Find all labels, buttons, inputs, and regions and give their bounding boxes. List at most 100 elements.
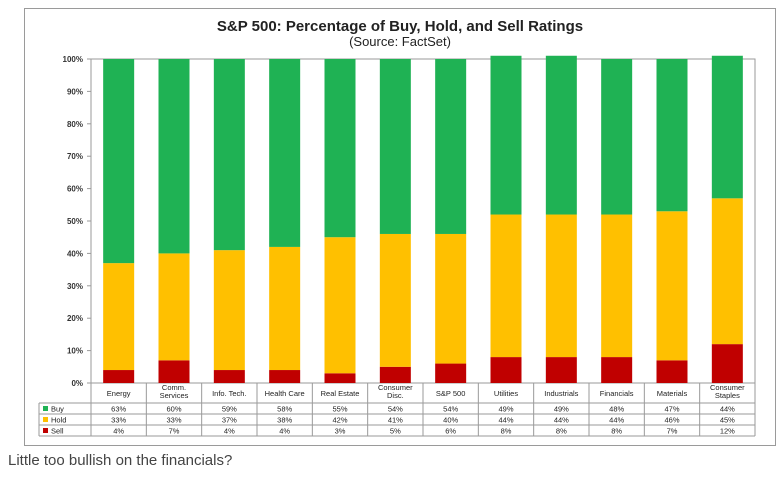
y-tick-label: 10% — [67, 347, 83, 356]
bar-buy — [324, 59, 356, 238]
x-category-label-line: Staples — [715, 391, 740, 400]
data-label-buy: 55% — [332, 405, 347, 414]
x-category-label: Real Estate — [321, 389, 360, 398]
bar-buy — [656, 59, 688, 212]
data-label-buy: 60% — [166, 405, 181, 414]
x-category-label-line: Consumer — [710, 383, 745, 392]
data-label-buy: 63% — [111, 405, 126, 414]
legend-swatch-buy — [43, 406, 48, 411]
y-tick-label: 20% — [67, 314, 83, 323]
y-tick-label: 100% — [63, 55, 83, 64]
x-category-label: Financials — [600, 389, 634, 398]
data-label-buy: 49% — [498, 405, 513, 414]
x-category-label-line: Services — [160, 391, 189, 400]
bar-sell — [324, 373, 356, 383]
data-label-hold: 41% — [388, 416, 403, 425]
data-label-hold: 38% — [277, 416, 292, 425]
data-label-hold: 33% — [111, 416, 126, 425]
data-label-hold: 37% — [222, 416, 237, 425]
x-category-label-line: Comm. — [162, 383, 186, 392]
chart-subtitle: (Source: FactSet) — [349, 34, 451, 49]
y-tick-label: 0% — [71, 379, 83, 388]
bar-buy — [545, 55, 577, 215]
data-label-buy: 48% — [609, 405, 624, 414]
bar-sell — [711, 344, 743, 383]
data-label-buy: 47% — [664, 405, 679, 414]
bar-hold — [324, 237, 356, 374]
bar-buy — [490, 55, 522, 215]
data-label-sell: 6% — [445, 427, 456, 436]
y-tick-label: 60% — [67, 185, 83, 194]
chart-title: S&P 500: Percentage of Buy, Hold, and Se… — [217, 18, 583, 35]
data-label-sell: 8% — [556, 427, 567, 436]
data-label-sell: 8% — [501, 427, 512, 436]
bar-buy — [213, 59, 245, 251]
data-label-buy: 49% — [554, 405, 569, 414]
data-label-sell: 4% — [224, 427, 235, 436]
plot-area — [90, 58, 756, 384]
bar-sell — [213, 370, 245, 383]
bar-buy — [158, 59, 190, 254]
data-label-sell: 8% — [611, 427, 622, 436]
data-label-hold: 45% — [720, 416, 735, 425]
legend-swatch-sell — [43, 428, 48, 433]
x-category-label: S&P 500 — [436, 389, 465, 398]
data-label-hold: 40% — [443, 416, 458, 425]
stacked-bar-chart: S&P 500: Percentage of Buy, Hold, and Se… — [38, 18, 756, 437]
x-category-label: Consumer Staples — [710, 383, 745, 400]
bar-sell — [103, 370, 135, 383]
data-label-sell: 7% — [169, 427, 180, 436]
y-tick-label: 80% — [67, 120, 83, 129]
bar-sell — [269, 370, 301, 383]
bar-buy — [269, 59, 301, 247]
data-label-buy: 44% — [720, 405, 735, 414]
y-tick-label: 30% — [67, 282, 83, 291]
bar-sell — [490, 357, 522, 383]
bar-buy — [379, 59, 411, 234]
x-category-label-line: Consumer — [378, 383, 413, 392]
y-tick-label: 90% — [67, 87, 83, 96]
bar-hold — [711, 198, 743, 345]
x-category-label: Industrials — [544, 389, 578, 398]
data-label-sell: 4% — [279, 427, 290, 436]
data-label-sell: 4% — [113, 427, 124, 436]
data-label-hold: 44% — [554, 416, 569, 425]
legend-swatch-hold — [43, 417, 48, 422]
data-label-buy: 59% — [222, 405, 237, 414]
bar-hold — [656, 211, 688, 361]
legend-label-hold: Hold — [51, 416, 66, 425]
bar-buy — [601, 59, 633, 215]
data-label-sell: 12% — [720, 427, 735, 436]
bar-buy — [711, 55, 743, 199]
data-label-sell: 5% — [390, 427, 401, 436]
bar-hold — [490, 214, 522, 358]
bar-sell — [656, 360, 688, 383]
x-category-label: Info. Tech. — [212, 389, 246, 398]
x-category-label-line: Disc. — [387, 391, 404, 400]
x-category-label: Consumer Disc. — [378, 383, 413, 400]
y-tick-label: 50% — [67, 217, 83, 226]
x-category-label: Utilities — [494, 389, 518, 398]
bar-buy — [103, 59, 135, 264]
bar-hold — [379, 233, 411, 367]
data-label-hold: 42% — [332, 416, 347, 425]
data-label-hold: 33% — [166, 416, 181, 425]
bar-hold — [213, 250, 245, 371]
bar-sell — [545, 357, 577, 383]
bar-hold — [435, 233, 467, 364]
data-label-hold: 44% — [498, 416, 513, 425]
chart-frame: S&P 500: Percentage of Buy, Hold, and Se… — [24, 8, 776, 446]
y-tick-label: 70% — [67, 152, 83, 161]
bar-hold — [103, 263, 135, 371]
bar-sell — [158, 360, 190, 383]
bar-hold — [545, 214, 577, 358]
y-tick-label: 40% — [67, 249, 83, 258]
x-category-label: Health Care — [265, 389, 305, 398]
bar-sell — [435, 363, 467, 383]
bar-hold — [601, 214, 633, 358]
data-label-buy: 58% — [277, 405, 292, 414]
legend-label-buy: Buy — [51, 405, 64, 414]
data-label-sell: 3% — [335, 427, 346, 436]
post-caption: Little too bullish on the financials? — [8, 452, 233, 469]
data-label-buy: 54% — [443, 405, 458, 414]
